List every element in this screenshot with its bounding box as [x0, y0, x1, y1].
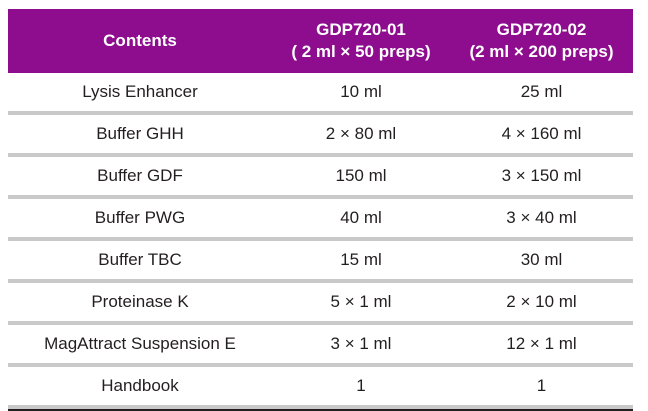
kit1-quantity-cell: 15 ml — [340, 250, 382, 269]
contents-header-label: Contents — [103, 31, 177, 50]
table-row: Handbook 1 1 — [8, 367, 633, 409]
kit1-prep-size: ( 2 ml × 50 preps) — [291, 42, 431, 61]
kit1-quantity-cell: 2 × 80 ml — [325, 124, 397, 143]
kit2-prep-size: (2 ml × 200 preps) — [469, 42, 614, 61]
kit1-quantity-cell: 3 × 1 ml — [330, 334, 392, 353]
kit1-quantity-cell: 10 ml — [340, 82, 382, 101]
kit2-quantity-cell: 30 ml — [520, 250, 563, 269]
contents-cell: Buffer GDF — [97, 166, 183, 185]
kit1-quantity-cell: 40 ml — [340, 208, 382, 227]
header-cell-kit1: GDP720-01 ( 2 ml × 50 preps) — [272, 9, 450, 73]
table-bottom-rule — [8, 409, 633, 411]
kit2-quantity-cell: 25 ml — [520, 82, 563, 101]
contents-cell: MagAttract Suspension E — [44, 334, 236, 353]
contents-cell: Proteinase K — [91, 292, 189, 311]
kit2-catalog-number: GDP720-02 — [496, 20, 587, 39]
kit1-quantity-cell: 5 × 1 ml — [330, 292, 392, 311]
kit1-quantity-cell: 1 — [356, 376, 366, 395]
header-cell-kit2: GDP720-02 (2 ml × 200 preps) — [450, 9, 633, 73]
table-row: Proteinase K 5 × 1 ml 2 × 10 ml — [8, 283, 633, 325]
kit2-quantity-cell: 12 × 1 ml — [506, 334, 577, 353]
table-row: MagAttract Suspension E 3 × 1 ml 12 × 1 … — [8, 325, 633, 367]
kit2-quantity-cell: 3 × 150 ml — [501, 166, 582, 185]
table-row: Buffer GDF 150 ml 3 × 150 ml — [8, 157, 633, 199]
kit1-quantity-cell: 150 ml — [335, 166, 387, 185]
contents-cell: Handbook — [101, 376, 179, 395]
kit2-quantity-cell: 2 × 10 ml — [506, 292, 577, 311]
kit1-catalog-number: GDP720-01 — [316, 20, 406, 39]
contents-cell: Buffer TBC — [98, 250, 182, 269]
table-row: Buffer TBC 15 ml 30 ml — [8, 241, 633, 283]
kit2-quantity-cell: 1 — [536, 376, 547, 395]
kit-contents-table: Contents GDP720-01 ( 2 ml × 50 preps) GD… — [8, 9, 633, 411]
header-cell-contents: Contents — [8, 9, 272, 73]
contents-cell: Buffer GHH — [96, 124, 184, 143]
table-row: Lysis Enhancer 10 ml 25 ml — [8, 73, 633, 115]
table-row: Buffer PWG 40 ml 3 × 40 ml — [8, 199, 633, 241]
kit2-quantity-cell: 3 × 40 ml — [506, 208, 577, 227]
table-header-row: Contents GDP720-01 ( 2 ml × 50 preps) GD… — [8, 9, 633, 73]
table-row: Buffer GHH 2 × 80 ml 4 × 160 ml — [8, 115, 633, 157]
contents-cell: Buffer PWG — [94, 208, 186, 227]
contents-cell: Lysis Enhancer — [82, 82, 198, 101]
kit2-quantity-cell: 4 × 160 ml — [501, 124, 582, 143]
